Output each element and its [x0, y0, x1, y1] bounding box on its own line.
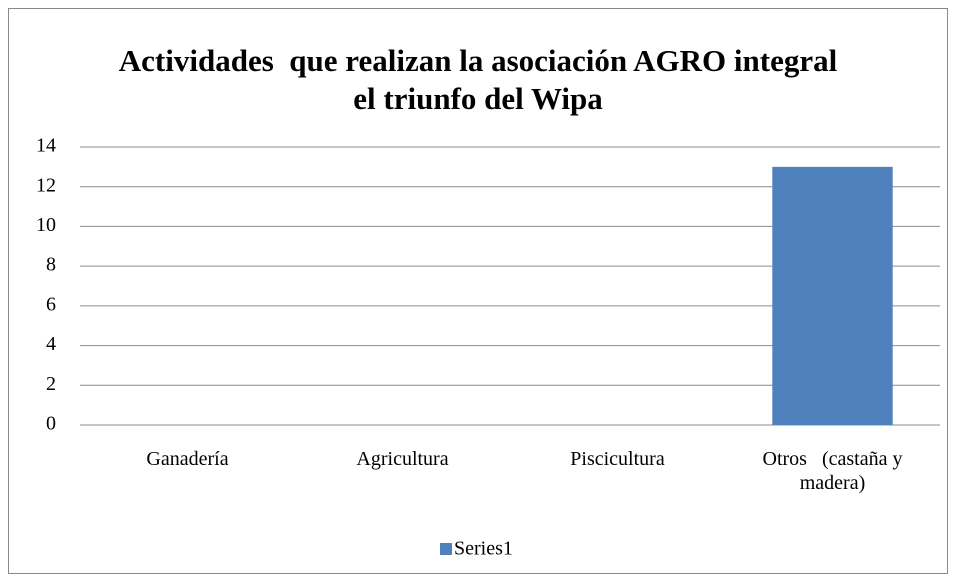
- y-tick-label: 0: [46, 413, 56, 435]
- bar: [772, 166, 893, 425]
- y-tick-label: 12: [36, 174, 56, 196]
- y-tick-label: 4: [46, 333, 56, 355]
- x-tick-label: Otros (castaña y madera): [762, 448, 908, 494]
- x-tick-label: Ganadería: [146, 448, 229, 470]
- y-tick-label: 10: [36, 214, 56, 236]
- x-tick-label: Agricultura: [356, 448, 449, 470]
- legend-swatch: [440, 543, 452, 555]
- x-tick-label: Piscicultura: [570, 448, 665, 470]
- chart-title: Actividades que realizan la asociación A…: [118, 43, 838, 116]
- y-tick-label: 2: [46, 373, 56, 395]
- y-tick-label: 14: [36, 135, 56, 157]
- y-tick-label: 8: [46, 254, 56, 276]
- y-tick-label: 6: [46, 293, 56, 315]
- legend-label: Series1: [454, 538, 513, 560]
